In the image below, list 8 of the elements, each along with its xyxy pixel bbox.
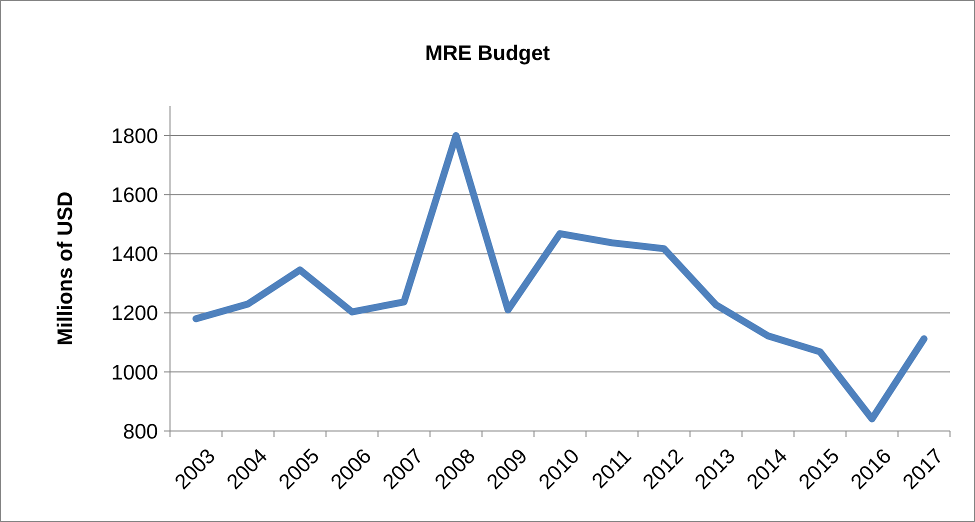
y-tick-label: 1200 <box>111 302 158 326</box>
y-axis-title: Millions of USD <box>54 192 77 346</box>
y-tick-label: 1600 <box>111 184 158 207</box>
y-tick-label: 1400 <box>111 243 158 266</box>
y-tick-label: 1000 <box>111 361 158 384</box>
y-tick-label: 1800 <box>111 124 158 148</box>
y-tick-label: 800 <box>122 420 158 444</box>
chart-title: MRE Budget <box>425 42 550 65</box>
